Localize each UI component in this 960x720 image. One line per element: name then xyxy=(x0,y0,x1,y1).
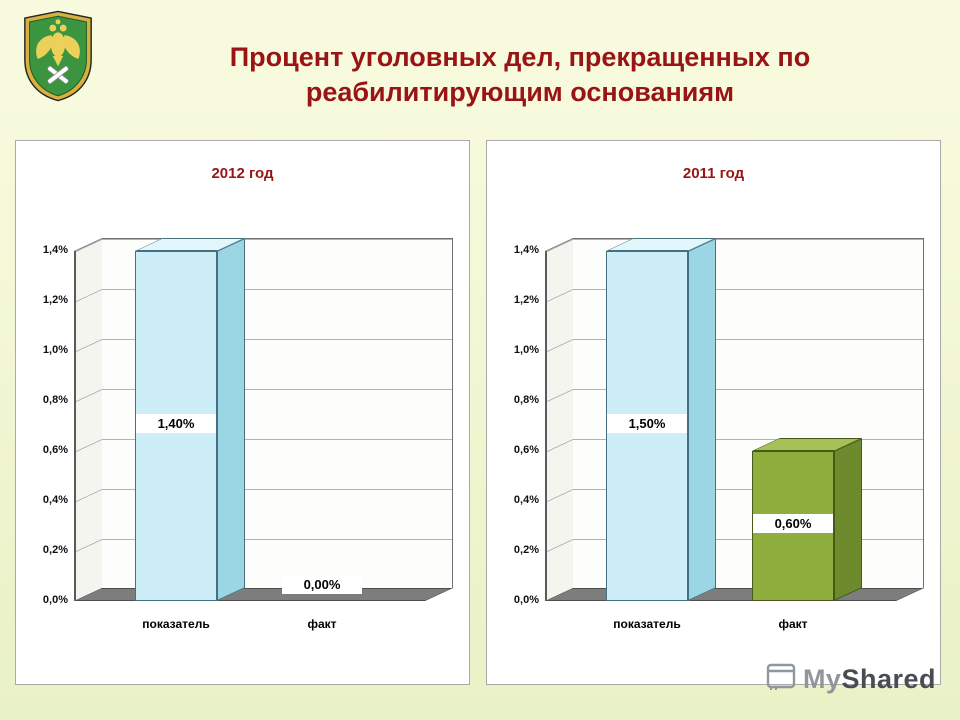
bar-value-label: 1,40% xyxy=(136,414,216,433)
bar-side-face xyxy=(834,438,862,601)
y-axis-tick-label: 0,2% xyxy=(513,544,539,556)
slide-title: Процент уголовных дел, прекращенных по р… xyxy=(229,42,811,108)
chart-panel-2012: 2012 год 0,0% 0,2% 0,4% 0,6% 0,8% 1,0% 1,2% 1,4… xyxy=(15,140,470,685)
y-axis-tick-label: 1,2% xyxy=(513,294,539,306)
y-axis-tick-label: 0,4% xyxy=(42,494,68,506)
projector-screen-icon xyxy=(766,663,796,696)
y-axis-tick-label: 1,2% xyxy=(42,294,68,306)
y-axis-tick-label: 0,2% xyxy=(42,544,68,556)
watermark-text-my: My xyxy=(802,664,842,694)
x-axis-category-label: факт xyxy=(307,617,337,631)
y-axis-tick-label: 0,8% xyxy=(513,394,539,406)
chart-title-2012: 2012 год xyxy=(211,165,274,182)
bar-side-face xyxy=(688,238,716,602)
x-axis-category-label: факт xyxy=(778,617,808,631)
chart-plot-2012: 0,0% 0,2% 0,4% 0,6% 0,8% 1,0% 1,2% 1,4% 1,40% пок… xyxy=(16,201,471,671)
y-axis-tick-label: 0,4% xyxy=(513,494,539,506)
y-axis-tick-label: 0,6% xyxy=(42,444,68,456)
bar-side-face xyxy=(217,238,245,602)
watermark-text-shared: Shared xyxy=(841,664,936,694)
x-axis-category-label: показатель xyxy=(613,617,681,631)
y-axis-tick-label: 0,6% xyxy=(513,444,539,456)
coat-of-arms-icon xyxy=(22,8,94,104)
bar-value-label: 1,50% xyxy=(607,414,687,433)
y-axis-tick-label: 1,4% xyxy=(42,244,68,256)
chart-panel-2011: 2011 год 0,0% 0,2% 0,4% 0,6% 0,8% 1,0% 1,2% 1,4… xyxy=(486,140,941,685)
chart-left-wall xyxy=(545,238,573,602)
myshared-watermark: MyShared xyxy=(766,663,936,696)
y-axis-tick-label: 1,4% xyxy=(513,244,539,256)
y-axis-tick-label: 0,8% xyxy=(42,394,68,406)
chart-plot-2011: 0,0% 0,2% 0,4% 0,6% 0,8% 1,0% 1,2% 1,4% 1,50% пок… xyxy=(487,201,942,671)
x-axis-category-label: показатель xyxy=(142,617,210,631)
y-axis-tick-label: 0,0% xyxy=(42,594,68,606)
bar-value-label: 0,60% xyxy=(753,514,833,533)
chart-left-wall xyxy=(74,238,102,602)
chart-floor xyxy=(73,588,453,601)
chart-floor xyxy=(544,588,924,601)
bar-value-label: 0,00% xyxy=(282,575,362,594)
chart-title-2011: 2011 год xyxy=(682,165,745,182)
y-axis-tick-label: 1,0% xyxy=(513,344,539,356)
y-axis-tick-label: 0,0% xyxy=(513,594,539,606)
y-axis-tick-label: 1,0% xyxy=(42,344,68,356)
